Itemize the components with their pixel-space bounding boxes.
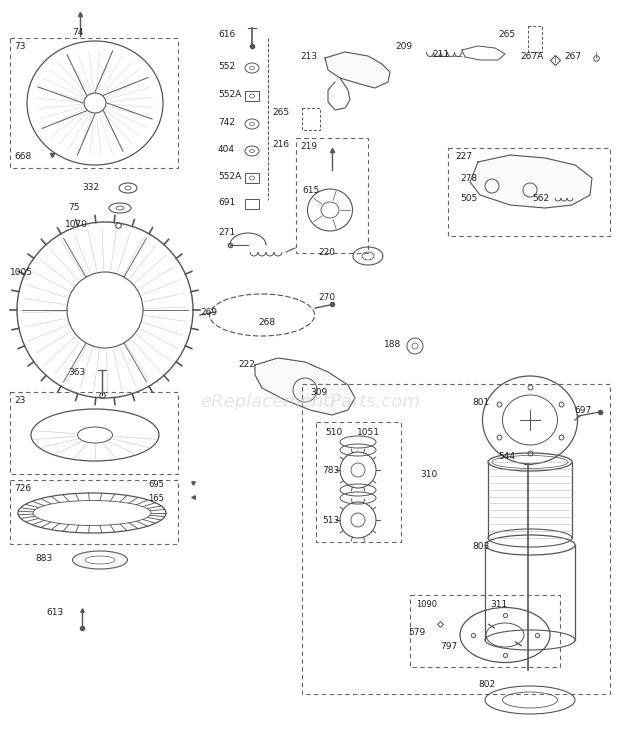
Text: 216: 216 — [272, 140, 289, 149]
Text: 269: 269 — [200, 308, 217, 317]
Text: 505: 505 — [460, 194, 477, 203]
Text: 278: 278 — [460, 174, 477, 183]
Polygon shape — [470, 155, 592, 208]
Text: 73: 73 — [14, 42, 25, 51]
Text: 797: 797 — [440, 642, 458, 651]
Text: 697: 697 — [574, 406, 591, 415]
Text: 265: 265 — [272, 108, 289, 117]
Text: 668: 668 — [14, 152, 31, 161]
Text: 552: 552 — [218, 62, 235, 71]
Text: 311: 311 — [490, 600, 507, 609]
Bar — [296, 138, 368, 253]
Bar — [245, 199, 259, 209]
Text: 213: 213 — [300, 52, 317, 61]
Bar — [302, 108, 320, 130]
Text: 1090: 1090 — [416, 600, 437, 609]
Bar — [10, 38, 178, 168]
Text: 883: 883 — [35, 554, 52, 563]
Polygon shape — [255, 358, 355, 415]
Text: 801: 801 — [472, 398, 489, 407]
Text: 691: 691 — [218, 198, 235, 207]
Text: 332: 332 — [82, 183, 99, 192]
Text: 579: 579 — [408, 628, 425, 637]
Bar — [302, 384, 610, 694]
Text: 742: 742 — [218, 118, 235, 127]
Text: 270: 270 — [318, 293, 335, 302]
Text: 268: 268 — [258, 318, 275, 327]
Text: 613: 613 — [46, 608, 63, 617]
Text: 552A: 552A — [218, 172, 241, 181]
Text: 211: 211 — [432, 50, 449, 59]
Text: 802: 802 — [478, 680, 495, 689]
Text: 209: 209 — [395, 42, 412, 51]
Text: 74: 74 — [72, 28, 83, 37]
Text: 552A: 552A — [218, 90, 241, 99]
Bar — [410, 595, 560, 667]
Text: 1051: 1051 — [357, 428, 380, 437]
Text: 220: 220 — [318, 248, 335, 257]
Bar — [316, 422, 401, 542]
Text: 227: 227 — [455, 152, 472, 161]
Text: 165: 165 — [148, 494, 164, 503]
Bar — [10, 480, 178, 544]
Text: 1005: 1005 — [10, 268, 33, 277]
Text: 265: 265 — [498, 30, 515, 39]
Bar — [245, 91, 259, 101]
Text: 222: 222 — [238, 360, 255, 369]
Text: 726: 726 — [14, 484, 31, 493]
Polygon shape — [325, 52, 390, 88]
Text: 271: 271 — [218, 228, 235, 237]
Bar — [528, 26, 542, 52]
Text: 513: 513 — [322, 516, 339, 525]
Text: 219: 219 — [300, 142, 317, 151]
Text: 510: 510 — [325, 428, 342, 437]
Text: 23: 23 — [14, 396, 25, 405]
Text: 75: 75 — [68, 203, 79, 212]
Text: 615: 615 — [302, 186, 319, 195]
Text: 363: 363 — [68, 368, 86, 377]
Text: 267: 267 — [564, 52, 581, 61]
Text: 310: 310 — [420, 470, 437, 479]
Text: 783: 783 — [322, 466, 339, 475]
Text: 562: 562 — [532, 194, 549, 203]
Text: 803: 803 — [472, 542, 489, 551]
Text: 267A: 267A — [520, 52, 543, 61]
Text: 404: 404 — [218, 145, 235, 154]
Bar — [10, 392, 178, 474]
Text: 309: 309 — [310, 388, 327, 397]
Text: 544: 544 — [498, 452, 515, 461]
Bar — [245, 173, 259, 183]
Text: 1070: 1070 — [65, 220, 88, 229]
Text: 616: 616 — [218, 30, 235, 39]
Text: eReplacementParts.com: eReplacementParts.com — [200, 393, 420, 411]
Text: 695: 695 — [148, 480, 164, 489]
Text: 188: 188 — [384, 340, 401, 349]
Bar — [448, 148, 610, 236]
